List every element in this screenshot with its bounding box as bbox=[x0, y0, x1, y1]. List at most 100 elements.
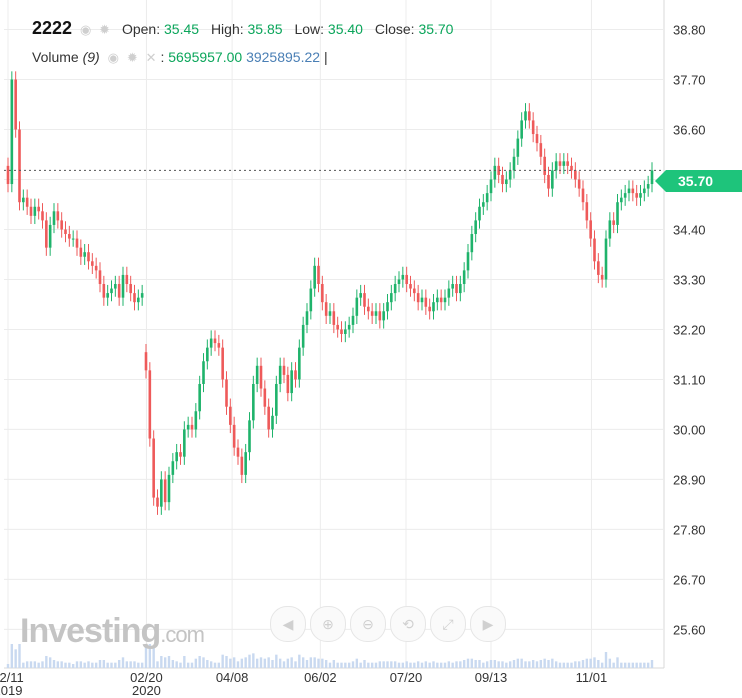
candle-body bbox=[282, 365, 286, 375]
zoom-in-icon[interactable]: ⊕ bbox=[310, 606, 346, 642]
close-label: Close: bbox=[374, 21, 415, 37]
volume-bar bbox=[401, 662, 405, 668]
x-tick-label: 02/20 bbox=[130, 670, 163, 685]
candle-body bbox=[370, 311, 374, 316]
close-icon[interactable]: ✕ bbox=[145, 50, 157, 65]
candle-body bbox=[25, 197, 29, 207]
candle-body bbox=[328, 311, 332, 316]
scroll-left-icon[interactable]: ◀ bbox=[270, 606, 306, 642]
volume-bar bbox=[520, 658, 523, 668]
volume-bar bbox=[14, 649, 17, 668]
x-tick-label: 12/11 bbox=[0, 670, 24, 685]
candle-body bbox=[179, 452, 182, 457]
volume-bar bbox=[209, 661, 213, 668]
volume-bar bbox=[244, 657, 247, 668]
y-tick-label: 38.80 bbox=[673, 23, 706, 38]
volume-bar bbox=[424, 661, 428, 668]
volume-bar bbox=[263, 658, 267, 668]
volume-bar bbox=[75, 661, 79, 668]
volume-bar bbox=[351, 661, 355, 668]
candle-body bbox=[259, 365, 263, 389]
candle-body bbox=[420, 297, 424, 303]
volume-bar bbox=[110, 662, 113, 668]
volume-bar bbox=[179, 662, 182, 668]
candle-body bbox=[37, 206, 40, 212]
volume-bar bbox=[466, 658, 470, 668]
volume-bar bbox=[240, 658, 244, 668]
candle-body bbox=[45, 220, 48, 248]
volume-bar bbox=[137, 662, 140, 668]
candle-body bbox=[75, 238, 79, 248]
volume-bar bbox=[535, 661, 539, 668]
volume-bar bbox=[18, 644, 21, 668]
close-value: 35.70 bbox=[418, 21, 454, 37]
volume-header: Volume (9) ◉ ✹ ✕ : 5695957.00 3925895.22… bbox=[32, 49, 328, 66]
candle-body bbox=[294, 370, 297, 380]
volume-bar bbox=[359, 662, 362, 668]
candle-body bbox=[382, 311, 385, 321]
volume-bar bbox=[225, 656, 228, 668]
x-tick-label: 04/08 bbox=[216, 670, 249, 685]
scroll-right-icon[interactable]: ▶ bbox=[470, 606, 506, 642]
candle-body bbox=[612, 220, 615, 225]
candle-body bbox=[585, 202, 589, 221]
candle-body bbox=[416, 293, 420, 303]
volume-bar bbox=[608, 658, 612, 668]
volume-bar bbox=[144, 644, 148, 668]
volume-label: Volume bbox=[32, 49, 79, 65]
candle-body bbox=[229, 406, 232, 425]
eye-icon[interactable]: ◉ bbox=[107, 50, 119, 65]
volume-bar bbox=[485, 661, 489, 668]
candle-body bbox=[409, 284, 412, 289]
volume-bar bbox=[455, 661, 458, 668]
volume-bar bbox=[505, 662, 508, 668]
candle-body bbox=[347, 324, 351, 330]
volume-bar bbox=[620, 662, 623, 668]
candle-body bbox=[562, 161, 566, 166]
eye-icon[interactable]: ◉ bbox=[79, 22, 92, 37]
symbol-title: 2222 bbox=[32, 18, 73, 38]
volume-bar bbox=[393, 661, 397, 668]
volume-bar bbox=[259, 657, 263, 668]
volume-bar bbox=[489, 660, 493, 668]
volume-average: 3925895.22 bbox=[246, 49, 321, 65]
volume-bar bbox=[413, 662, 416, 668]
candle-body bbox=[198, 383, 201, 412]
candle-body bbox=[129, 284, 132, 294]
volume-bar bbox=[566, 662, 569, 668]
volume-bar bbox=[98, 660, 102, 668]
zoom-out-icon[interactable]: ⊖ bbox=[350, 606, 386, 642]
expand-icon[interactable]: ⤢ bbox=[430, 606, 466, 642]
candle-body bbox=[508, 170, 512, 180]
volume-bar bbox=[106, 662, 109, 668]
candle-body bbox=[286, 374, 290, 394]
volume-bar bbox=[71, 664, 75, 668]
candle-body bbox=[413, 288, 416, 294]
volume-bar bbox=[474, 660, 477, 668]
y-tick-label: 36.60 bbox=[673, 123, 706, 138]
volume-bar bbox=[121, 657, 125, 668]
volume-bar bbox=[336, 662, 339, 668]
volume-bar bbox=[332, 660, 336, 668]
candle-body bbox=[355, 297, 359, 316]
candle-body bbox=[570, 165, 573, 171]
candle-body bbox=[275, 383, 278, 416]
candle-body bbox=[459, 284, 462, 294]
candle-body bbox=[160, 479, 163, 507]
volume-bar bbox=[508, 661, 512, 668]
volume-bar bbox=[87, 661, 90, 668]
candle-body bbox=[340, 329, 343, 334]
y-tick-label: 27.80 bbox=[673, 522, 706, 537]
volume-bar bbox=[94, 662, 98, 668]
candle-body bbox=[18, 129, 21, 203]
gear-icon[interactable]: ✹ bbox=[126, 50, 138, 65]
volume-bar bbox=[447, 661, 451, 668]
candle-body bbox=[451, 284, 454, 289]
volume-bar bbox=[340, 662, 343, 668]
candle-body bbox=[125, 274, 129, 285]
zoom-reset-icon[interactable]: ⟲ bbox=[390, 606, 426, 642]
candle-body bbox=[190, 424, 194, 430]
gear-icon[interactable]: ✹ bbox=[99, 22, 111, 37]
candle-body bbox=[79, 247, 83, 257]
